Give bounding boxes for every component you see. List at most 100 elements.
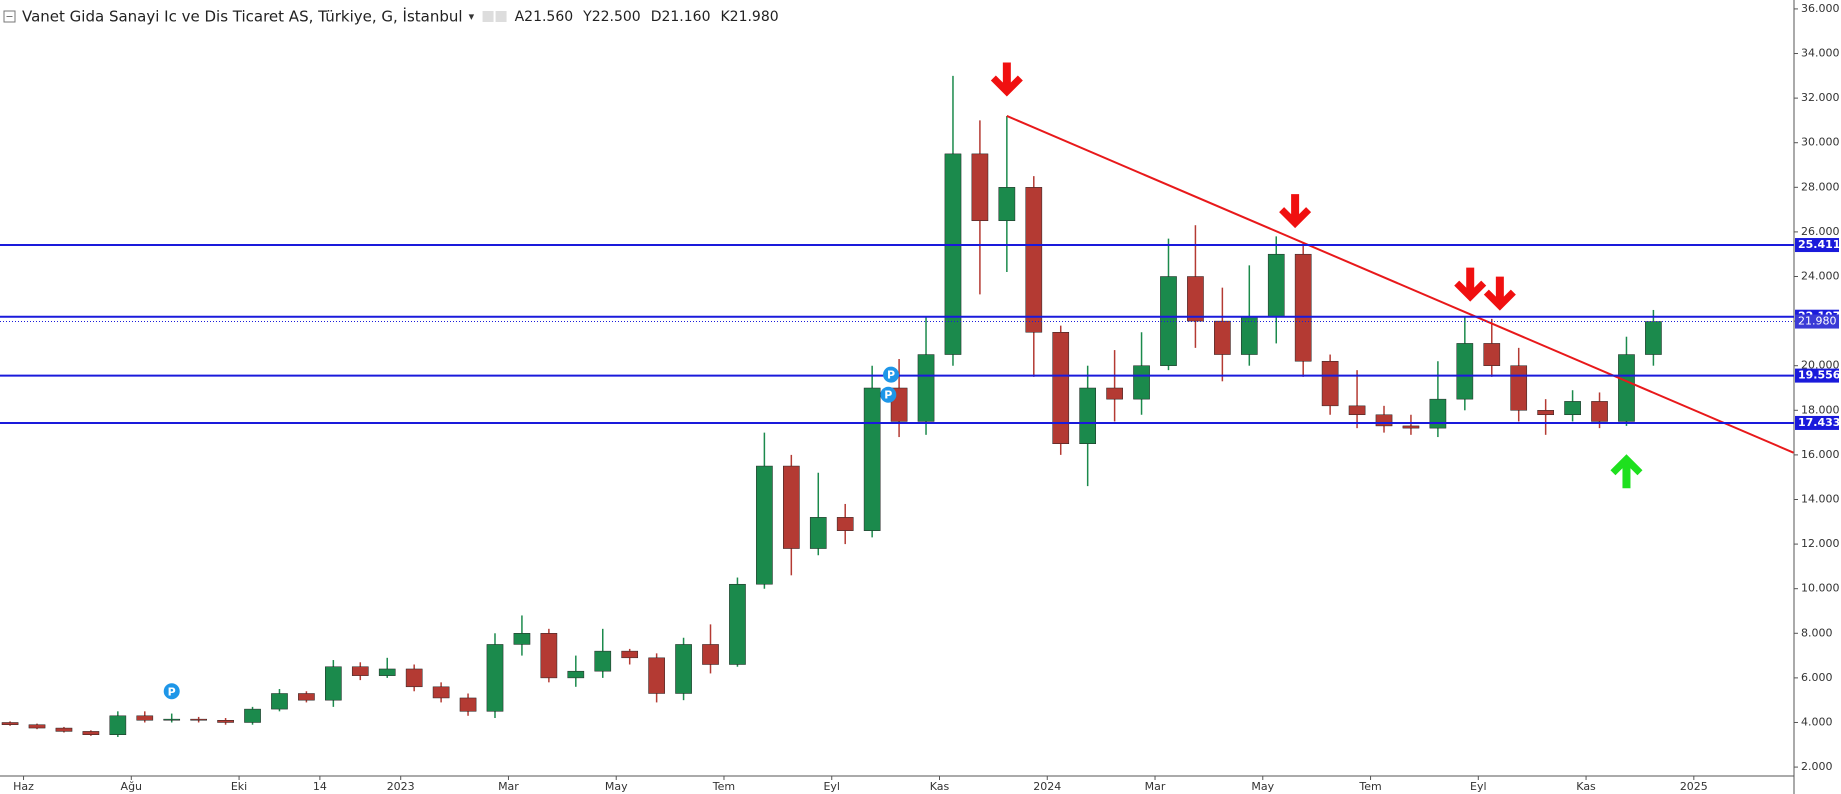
y-tick-label: 28.000 [1801, 180, 1840, 193]
level-label-box [1795, 415, 1839, 430]
y-tick-label: 32.000 [1801, 91, 1840, 104]
candle-body [756, 465, 773, 585]
candle-body [1133, 365, 1150, 400]
candle-body [1456, 343, 1474, 400]
y-tick-label: 30.000 [1801, 136, 1840, 149]
ohlc-value: Y22.500 [582, 9, 641, 25]
candle-body [621, 650, 639, 659]
candle-body [1375, 414, 1393, 427]
candle-body [163, 718, 181, 721]
candle-body [1537, 410, 1554, 416]
trend-line [1006, 115, 1794, 454]
candle-body [782, 465, 800, 549]
collapse-icon[interactable] [3, 10, 16, 23]
y-tick-label: 36.000 [1801, 2, 1840, 15]
y-tick-label: 2.000 [1801, 760, 1833, 773]
candle-body [1429, 398, 1447, 429]
candle-body [702, 644, 719, 665]
candle-body [863, 387, 881, 531]
marker[interactable] [163, 683, 180, 700]
candle-body [836, 517, 854, 531]
level-label: 19.556 [1798, 369, 1841, 382]
level-label: 25.411 [1798, 238, 1840, 251]
level-label-box [1795, 368, 1839, 383]
candle-body [1240, 316, 1258, 355]
candle-body [1321, 360, 1339, 407]
x-tick-label: Kas [1576, 780, 1596, 793]
candle-body [998, 187, 1016, 222]
candle-body [1483, 343, 1501, 366]
candle-body [109, 715, 127, 735]
x-tick-label: May [605, 780, 628, 793]
x-tick-label: 2025 [1680, 780, 1708, 793]
y-tick-label: 4.000 [1801, 715, 1833, 728]
candle-body [1294, 253, 1312, 362]
settings-icon[interactable] [482, 11, 494, 22]
candle-body [1160, 276, 1177, 366]
arrow [1610, 454, 1643, 489]
candle-body [944, 153, 962, 355]
y-tick-label: 6.000 [1801, 671, 1833, 684]
candle-body [378, 668, 396, 676]
candle-body [190, 718, 207, 721]
last-price-box [1795, 314, 1839, 329]
candle-body [486, 644, 504, 712]
arrow [1454, 267, 1487, 302]
y-tick-label: 24.000 [1801, 270, 1840, 283]
candle-body [55, 727, 73, 732]
candle-body [648, 657, 665, 694]
dropdown-caret: ▾ [469, 10, 475, 23]
candle-body [1510, 365, 1528, 411]
candle-body [1618, 354, 1635, 422]
candle-body [675, 644, 692, 694]
y-tick-label: 12.000 [1801, 537, 1840, 550]
marker[interactable] [883, 366, 900, 383]
candle-body [405, 668, 423, 688]
marker-label: P [887, 369, 895, 382]
ohlc-value: K21.980 [720, 9, 778, 25]
candle-body [1187, 276, 1204, 322]
marker-label: P [884, 389, 892, 402]
arrow [1279, 194, 1312, 229]
settings-icon[interactable] [495, 11, 507, 22]
y-tick-label: 8.000 [1801, 626, 1833, 639]
y-tick-label: 14.000 [1801, 492, 1840, 505]
x-tick-label: Ağu [121, 780, 142, 793]
candle-body [1348, 405, 1366, 416]
candle-body [917, 354, 935, 422]
y-tick-label: 34.000 [1801, 47, 1840, 60]
candle-body [1267, 253, 1285, 317]
x-tick-label: May [1251, 780, 1274, 793]
y-tick-label: 20.000 [1801, 359, 1840, 372]
level-label: 17.433 [1798, 416, 1840, 429]
candle-body [540, 633, 558, 679]
x-tick-label: Haz [13, 780, 34, 793]
candle-body [1402, 425, 1420, 429]
y-tick-label: 26.000 [1801, 225, 1840, 238]
candle-body [325, 666, 342, 701]
arrow [1483, 276, 1516, 311]
x-tick-label: Eyl [1470, 780, 1487, 793]
x-tick-label: 14 [313, 780, 327, 793]
candle-body [1645, 321, 1662, 355]
candle-body [567, 670, 585, 679]
y-tick-label: 18.000 [1801, 403, 1840, 416]
candle-body [1052, 332, 1070, 444]
candle-body [1564, 401, 1581, 416]
candle-body [1106, 387, 1123, 400]
candle-body [217, 720, 234, 723]
candle-body [271, 693, 288, 710]
x-tick-label: Tem [712, 780, 735, 793]
candle-body [1025, 187, 1043, 333]
candle-body [351, 666, 369, 676]
marker-label: P [168, 685, 176, 698]
candle-body [28, 724, 46, 729]
marker[interactable] [880, 386, 897, 403]
x-tick-label: Kas [930, 780, 950, 793]
candle-body [971, 153, 989, 222]
candle-body [1079, 387, 1097, 444]
candle-body [432, 686, 450, 699]
y-tick-label: 16.000 [1801, 448, 1840, 461]
x-tick-label: 2023 [387, 780, 415, 793]
candle-body [1, 722, 19, 725]
